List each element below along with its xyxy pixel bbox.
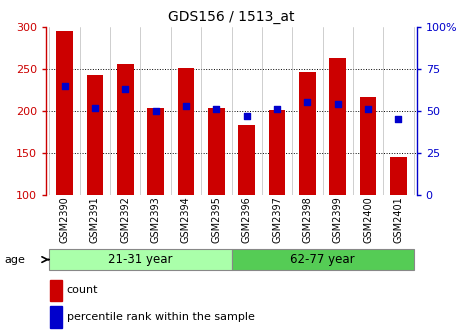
Bar [56, 31, 73, 195]
Bar [238, 125, 255, 195]
Bar [232, 249, 413, 270]
Bar [147, 108, 164, 195]
Bar [390, 157, 407, 195]
Text: percentile rank within the sample: percentile rank within the sample [67, 312, 255, 322]
Bar [117, 64, 134, 195]
Point [91, 105, 99, 110]
Text: count: count [67, 285, 98, 295]
Point [213, 107, 220, 112]
Bar [360, 97, 376, 195]
Bar [329, 58, 346, 195]
Bar [50, 306, 62, 328]
Text: 62-77 year: 62-77 year [290, 253, 355, 266]
Point [61, 83, 68, 88]
Point [395, 117, 402, 122]
Point [304, 100, 311, 105]
Point [182, 103, 190, 109]
Title: GDS156 / 1513_at: GDS156 / 1513_at [168, 10, 295, 25]
Point [334, 101, 342, 107]
Bar [87, 75, 103, 195]
Bar [178, 68, 194, 195]
Point [273, 107, 281, 112]
Bar [208, 108, 225, 195]
Point [364, 107, 372, 112]
Point [121, 86, 129, 92]
Bar [50, 249, 232, 270]
Text: age: age [5, 255, 25, 264]
Bar [50, 280, 62, 301]
Bar [269, 110, 285, 195]
Text: 21-31 year: 21-31 year [108, 253, 173, 266]
Point [152, 108, 159, 114]
Point [243, 113, 250, 119]
Bar [299, 72, 316, 195]
